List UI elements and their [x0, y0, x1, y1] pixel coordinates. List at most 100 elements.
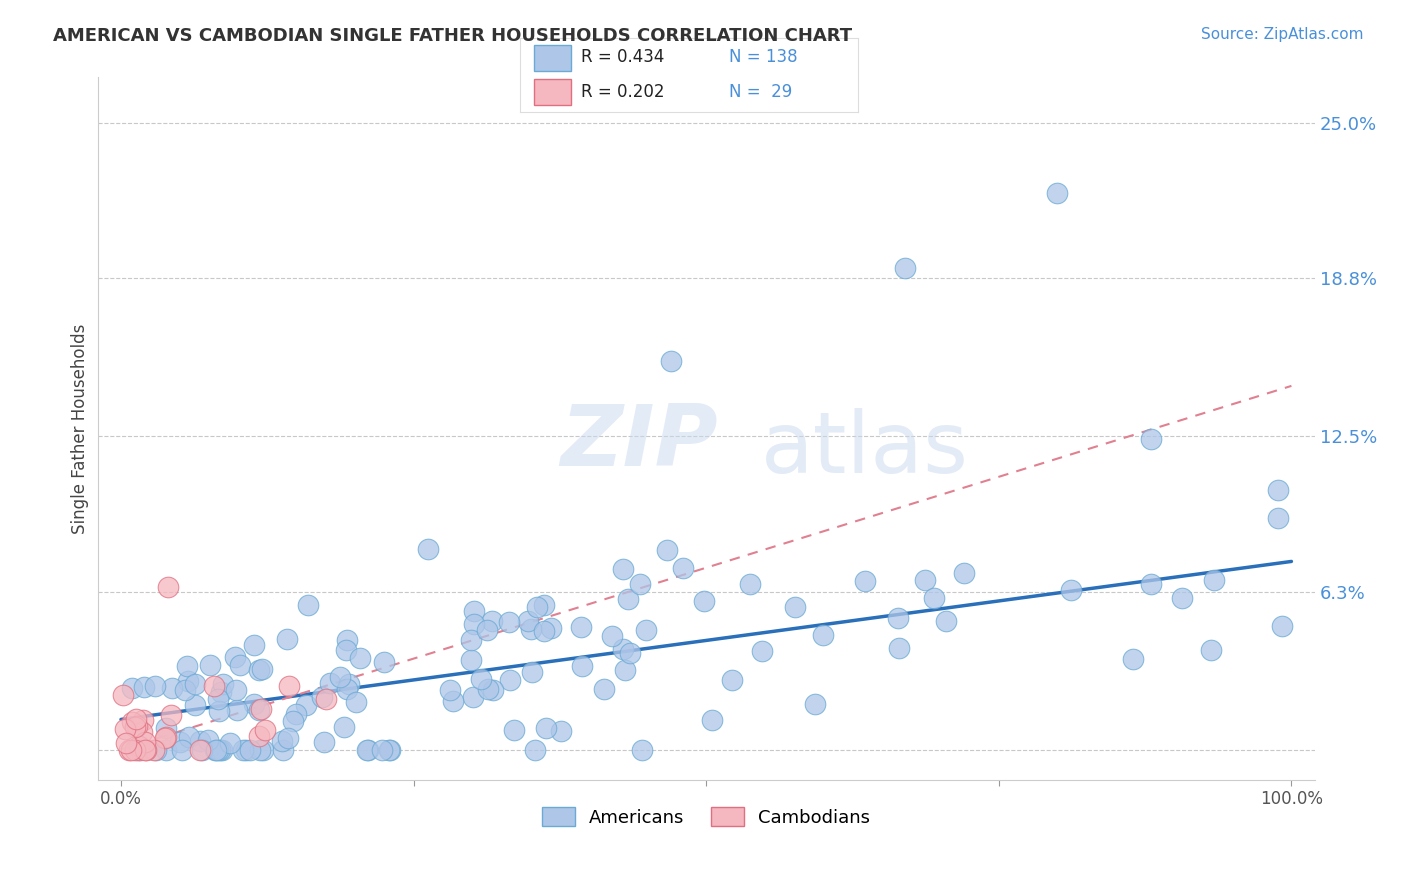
Point — [463, 604, 485, 618]
Point — [311, 690, 333, 704]
Point — [738, 577, 761, 591]
Point — [198, 658, 221, 673]
Point — [619, 646, 641, 660]
Point — [197, 732, 219, 747]
Point — [811, 628, 834, 642]
Point — [550, 724, 572, 739]
Point — [250, 702, 273, 716]
Point — [120, 742, 142, 756]
Point — [176, 658, 198, 673]
Point — [125, 712, 148, 726]
Point — [439, 682, 461, 697]
Point — [655, 542, 678, 557]
Point — [131, 725, 153, 739]
Point — [335, 643, 357, 657]
Point — [170, 742, 193, 756]
Point — [297, 598, 319, 612]
Point — [131, 713, 153, 727]
Point — [239, 742, 262, 756]
Point — [569, 620, 592, 634]
Point — [612, 562, 634, 576]
Point — [169, 735, 191, 749]
Point — [204, 742, 226, 756]
Point — [378, 742, 401, 756]
Point — [184, 676, 207, 690]
Point — [533, 624, 555, 639]
Point — [520, 665, 543, 680]
Point — [418, 541, 440, 556]
Point — [188, 734, 211, 748]
Point — [1267, 511, 1289, 525]
Legend: Americans, Cambodians: Americans, Cambodians — [534, 800, 877, 834]
Point — [207, 742, 229, 756]
Point — [693, 593, 716, 607]
Point — [571, 659, 593, 673]
Point — [124, 720, 146, 734]
Point — [519, 622, 541, 636]
Point — [887, 611, 910, 625]
Point — [243, 697, 266, 711]
Point — [188, 742, 211, 756]
Point — [183, 698, 205, 712]
Point — [312, 735, 335, 749]
Point — [118, 742, 141, 756]
Point — [249, 742, 271, 756]
Point — [319, 676, 342, 690]
Point — [628, 576, 651, 591]
Point — [132, 681, 155, 695]
Point — [631, 742, 654, 756]
Point — [115, 736, 138, 750]
Point — [145, 742, 167, 756]
Point — [470, 673, 492, 687]
Point — [209, 685, 232, 699]
Point — [461, 690, 484, 705]
Point — [143, 742, 166, 756]
Point — [460, 653, 482, 667]
Bar — [534, 45, 571, 70]
Point — [235, 742, 257, 756]
Point — [1140, 577, 1163, 591]
Point — [160, 681, 183, 696]
Point — [128, 739, 150, 753]
Point — [498, 615, 520, 629]
Point — [481, 682, 503, 697]
Point — [659, 354, 682, 368]
Point — [127, 719, 149, 733]
Point — [1199, 643, 1222, 657]
Point — [179, 731, 201, 745]
Point — [481, 614, 503, 628]
Text: Source: ZipAtlas.com: Source: ZipAtlas.com — [1201, 27, 1364, 42]
Point — [156, 580, 179, 594]
Point — [114, 722, 136, 736]
Point — [131, 742, 153, 756]
Y-axis label: Single Father Households: Single Father Households — [72, 323, 89, 533]
Point — [336, 632, 359, 647]
Point — [600, 629, 623, 643]
Point — [914, 574, 936, 588]
Point — [121, 681, 143, 695]
Point — [295, 698, 318, 712]
Point — [672, 560, 695, 574]
Point — [204, 742, 226, 756]
Point — [720, 673, 742, 688]
Point — [135, 742, 157, 756]
Point — [208, 742, 231, 756]
Point — [225, 682, 247, 697]
Point — [129, 742, 152, 756]
Point — [155, 742, 177, 756]
Point — [271, 742, 294, 756]
Point — [253, 723, 276, 737]
Point — [173, 683, 195, 698]
Point — [533, 598, 555, 612]
Point — [207, 692, 229, 706]
Point — [212, 676, 235, 690]
Point — [247, 703, 270, 717]
Point — [534, 721, 557, 735]
Point — [540, 621, 562, 635]
Point — [924, 591, 946, 606]
Point — [803, 698, 825, 712]
Point — [460, 633, 482, 648]
Point — [935, 614, 957, 628]
Point — [285, 706, 308, 721]
Point — [1170, 591, 1192, 605]
